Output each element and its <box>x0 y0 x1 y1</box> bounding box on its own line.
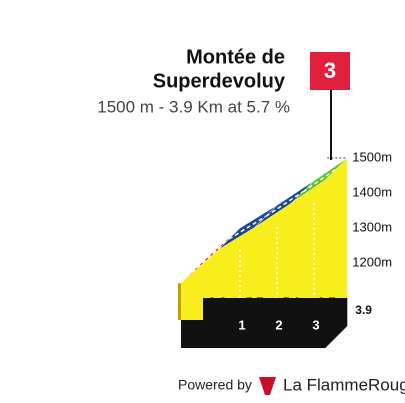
category-badge: 3 <box>324 58 336 83</box>
band-dash <box>228 215 267 240</box>
km-label: 1 <box>238 317 245 332</box>
y-tick-label: 1400m <box>352 184 392 199</box>
footer-brand: La FlammeRouge <box>283 375 405 394</box>
length-label: 3.9 <box>355 303 372 317</box>
km-label: 3 <box>312 317 319 332</box>
km-label: 2 <box>275 317 282 332</box>
title-line: Superdevoluy <box>153 70 286 92</box>
logo <box>259 377 276 395</box>
y-tick-label: 1300m <box>352 219 392 234</box>
band-dash <box>191 238 230 273</box>
footer-prefix: Powered by <box>178 377 252 393</box>
title-line: Montée de <box>186 46 285 68</box>
profile-face <box>181 158 348 320</box>
gradient-band <box>291 157 348 203</box>
flag <box>310 52 350 90</box>
base-bar <box>181 298 348 348</box>
band-dash <box>265 191 304 217</box>
y-tick-label: 1200m <box>352 254 392 269</box>
y-tick-label: 1500m <box>352 149 392 164</box>
subtitle: 1500 m - 3.9 Km at 5.7 % <box>97 97 290 116</box>
